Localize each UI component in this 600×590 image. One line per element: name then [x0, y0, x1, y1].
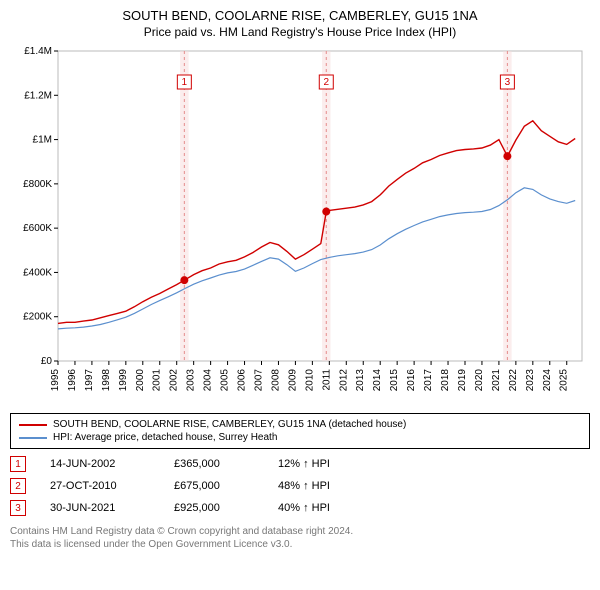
event-row: 2 27-OCT-2010 £675,000 48% ↑ HPI: [10, 475, 590, 497]
title-subtitle: Price paid vs. HM Land Registry's House …: [0, 25, 600, 39]
svg-text:2020: 2020: [474, 369, 485, 392]
events-list: 1 14-JUN-2002 £365,000 12% ↑ HPI 2 27-OC…: [10, 453, 590, 519]
svg-text:£1.2M: £1.2M: [24, 90, 52, 101]
svg-text:2006: 2006: [237, 369, 248, 392]
title-address: SOUTH BEND, COOLARNE RISE, CAMBERLEY, GU…: [0, 8, 600, 23]
svg-text:2007: 2007: [253, 369, 264, 392]
event-row: 3 30-JUN-2021 £925,000 40% ↑ HPI: [10, 497, 590, 519]
footnote-line: Contains HM Land Registry data © Crown c…: [10, 525, 590, 538]
svg-text:2002: 2002: [169, 369, 180, 392]
svg-text:2014: 2014: [372, 369, 383, 392]
event-marker-icon: 3: [10, 500, 26, 516]
svg-text:2021: 2021: [491, 369, 502, 392]
legend-swatch-property: [19, 424, 47, 426]
svg-text:2015: 2015: [389, 369, 400, 392]
svg-text:2023: 2023: [525, 369, 536, 392]
titles: SOUTH BEND, COOLARNE RISE, CAMBERLEY, GU…: [0, 0, 600, 39]
svg-text:2000: 2000: [135, 369, 146, 392]
svg-text:1998: 1998: [101, 369, 112, 392]
svg-text:1999: 1999: [118, 369, 129, 392]
event-price: £675,000: [174, 480, 254, 492]
svg-text:£1.4M: £1.4M: [24, 46, 52, 57]
legend-row: HPI: Average price, detached house, Surr…: [19, 431, 581, 444]
legend: SOUTH BEND, COOLARNE RISE, CAMBERLEY, GU…: [10, 413, 590, 449]
svg-text:£600K: £600K: [23, 223, 52, 234]
svg-text:2004: 2004: [203, 369, 214, 392]
svg-text:2001: 2001: [152, 369, 163, 392]
svg-text:2012: 2012: [338, 369, 349, 392]
svg-text:2003: 2003: [186, 369, 197, 392]
svg-text:£800K: £800K: [23, 179, 52, 190]
chart-container: SOUTH BEND, COOLARNE RISE, CAMBERLEY, GU…: [0, 0, 600, 551]
event-marker-icon: 2: [10, 478, 26, 494]
legend-label: SOUTH BEND, COOLARNE RISE, CAMBERLEY, GU…: [53, 419, 406, 430]
svg-text:2019: 2019: [457, 369, 468, 392]
svg-text:2010: 2010: [304, 369, 315, 392]
svg-text:2016: 2016: [406, 369, 417, 392]
svg-text:2017: 2017: [423, 369, 434, 392]
event-date: 14-JUN-2002: [50, 458, 150, 470]
event-row: 1 14-JUN-2002 £365,000 12% ↑ HPI: [10, 453, 590, 475]
svg-text:2024: 2024: [542, 369, 553, 392]
svg-text:2008: 2008: [270, 369, 281, 392]
event-marker-icon: 1: [10, 456, 26, 472]
svg-text:2005: 2005: [220, 369, 231, 392]
legend-row: SOUTH BEND, COOLARNE RISE, CAMBERLEY, GU…: [19, 418, 581, 431]
svg-text:2025: 2025: [559, 369, 570, 392]
svg-text:2011: 2011: [321, 369, 332, 391]
svg-text:3: 3: [505, 77, 511, 88]
svg-text:1995: 1995: [50, 369, 61, 392]
legend-label: HPI: Average price, detached house, Surr…: [53, 432, 277, 443]
svg-text:£400K: £400K: [23, 267, 52, 278]
svg-text:2013: 2013: [355, 369, 366, 392]
svg-text:1996: 1996: [67, 369, 78, 392]
event-date: 27-OCT-2010: [50, 480, 150, 492]
event-date: 30-JUN-2021: [50, 502, 150, 514]
footnote-line: This data is licensed under the Open Gov…: [10, 538, 590, 551]
event-price: £365,000: [174, 458, 254, 470]
svg-text:2022: 2022: [508, 369, 519, 392]
event-price: £925,000: [174, 502, 254, 514]
legend-swatch-hpi: [19, 437, 47, 439]
svg-text:1997: 1997: [84, 369, 95, 392]
event-delta: 40% ↑ HPI: [278, 502, 330, 514]
svg-text:2: 2: [323, 77, 329, 88]
svg-text:£200K: £200K: [23, 312, 52, 323]
svg-text:£0: £0: [41, 356, 53, 367]
footnote: Contains HM Land Registry data © Crown c…: [10, 525, 590, 551]
event-delta: 12% ↑ HPI: [278, 458, 330, 470]
svg-text:£1M: £1M: [33, 135, 52, 146]
chart-area: £0 £200K £400K £600K £800K £1M £1.2M £1.4M 1995 1…: [10, 45, 590, 405]
svg-text:2009: 2009: [287, 369, 298, 392]
svg-text:1: 1: [182, 77, 188, 88]
svg-text:2018: 2018: [440, 369, 451, 392]
chart-svg: £0 £200K £400K £600K £800K £1M £1.2M £1.4M 1995 1…: [10, 45, 590, 405]
event-delta: 48% ↑ HPI: [278, 480, 330, 492]
